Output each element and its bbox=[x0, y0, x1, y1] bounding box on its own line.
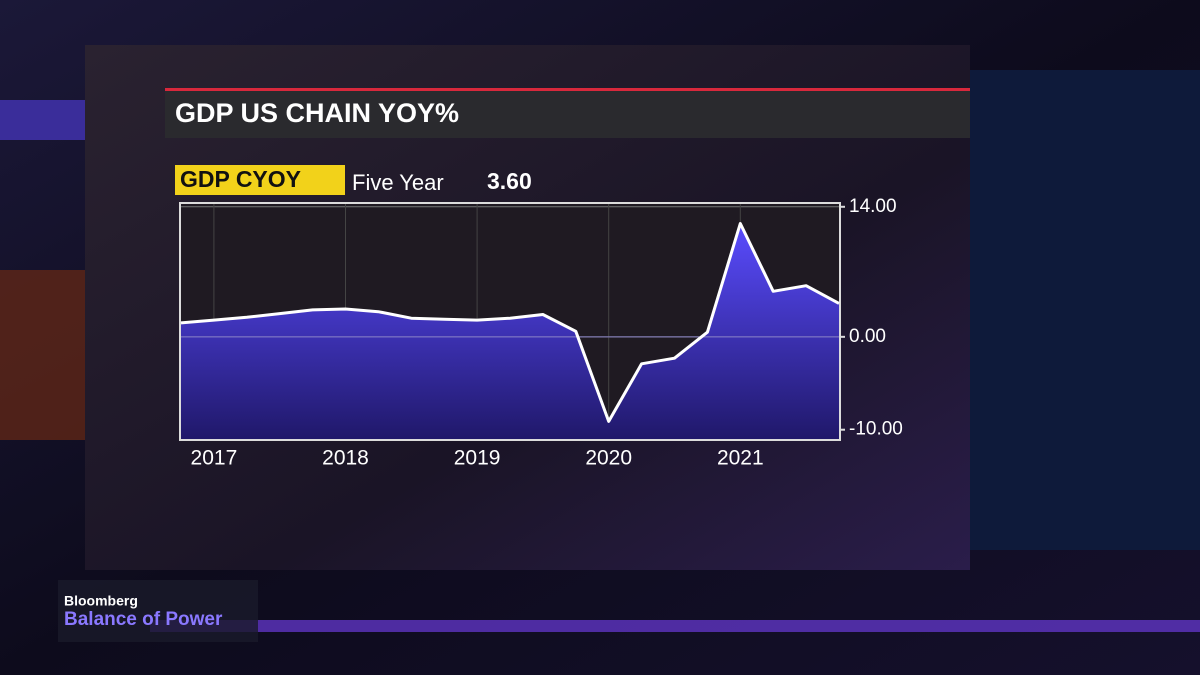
x-tick-label: 2021 bbox=[717, 447, 764, 470]
show-name: Balance of Power bbox=[64, 609, 223, 630]
plot: -10.00 0.00 14.00 2017 2018 2019 2020 2021 bbox=[180, 196, 903, 470]
x-tick-label: 2018 bbox=[322, 447, 369, 470]
y-tick-label: -10.00 bbox=[849, 419, 903, 440]
x-tick-label: 2017 bbox=[191, 447, 238, 470]
title-accent bbox=[165, 88, 970, 91]
period: Five Year bbox=[352, 170, 444, 195]
studio-wall bbox=[0, 270, 85, 440]
x-tick-label: 2019 bbox=[454, 447, 501, 470]
floor-light bbox=[150, 620, 1200, 632]
network: Bloomberg bbox=[64, 593, 138, 609]
side-monitor bbox=[970, 70, 1200, 550]
ticker: GDP CYOY bbox=[180, 166, 301, 192]
studio-light bbox=[0, 100, 85, 140]
last-value: 3.60 bbox=[487, 168, 532, 194]
area bbox=[181, 223, 839, 439]
y-tick-label: 14.00 bbox=[849, 196, 897, 217]
branding-box bbox=[58, 580, 258, 642]
line bbox=[180, 222, 840, 423]
chart-title: GDP US CHAIN YOY% bbox=[175, 98, 459, 128]
title-bar bbox=[165, 88, 970, 138]
x-tick-label: 2020 bbox=[585, 447, 632, 470]
ticker-badge bbox=[175, 165, 345, 195]
y-tick-label: 0.00 bbox=[849, 326, 886, 347]
